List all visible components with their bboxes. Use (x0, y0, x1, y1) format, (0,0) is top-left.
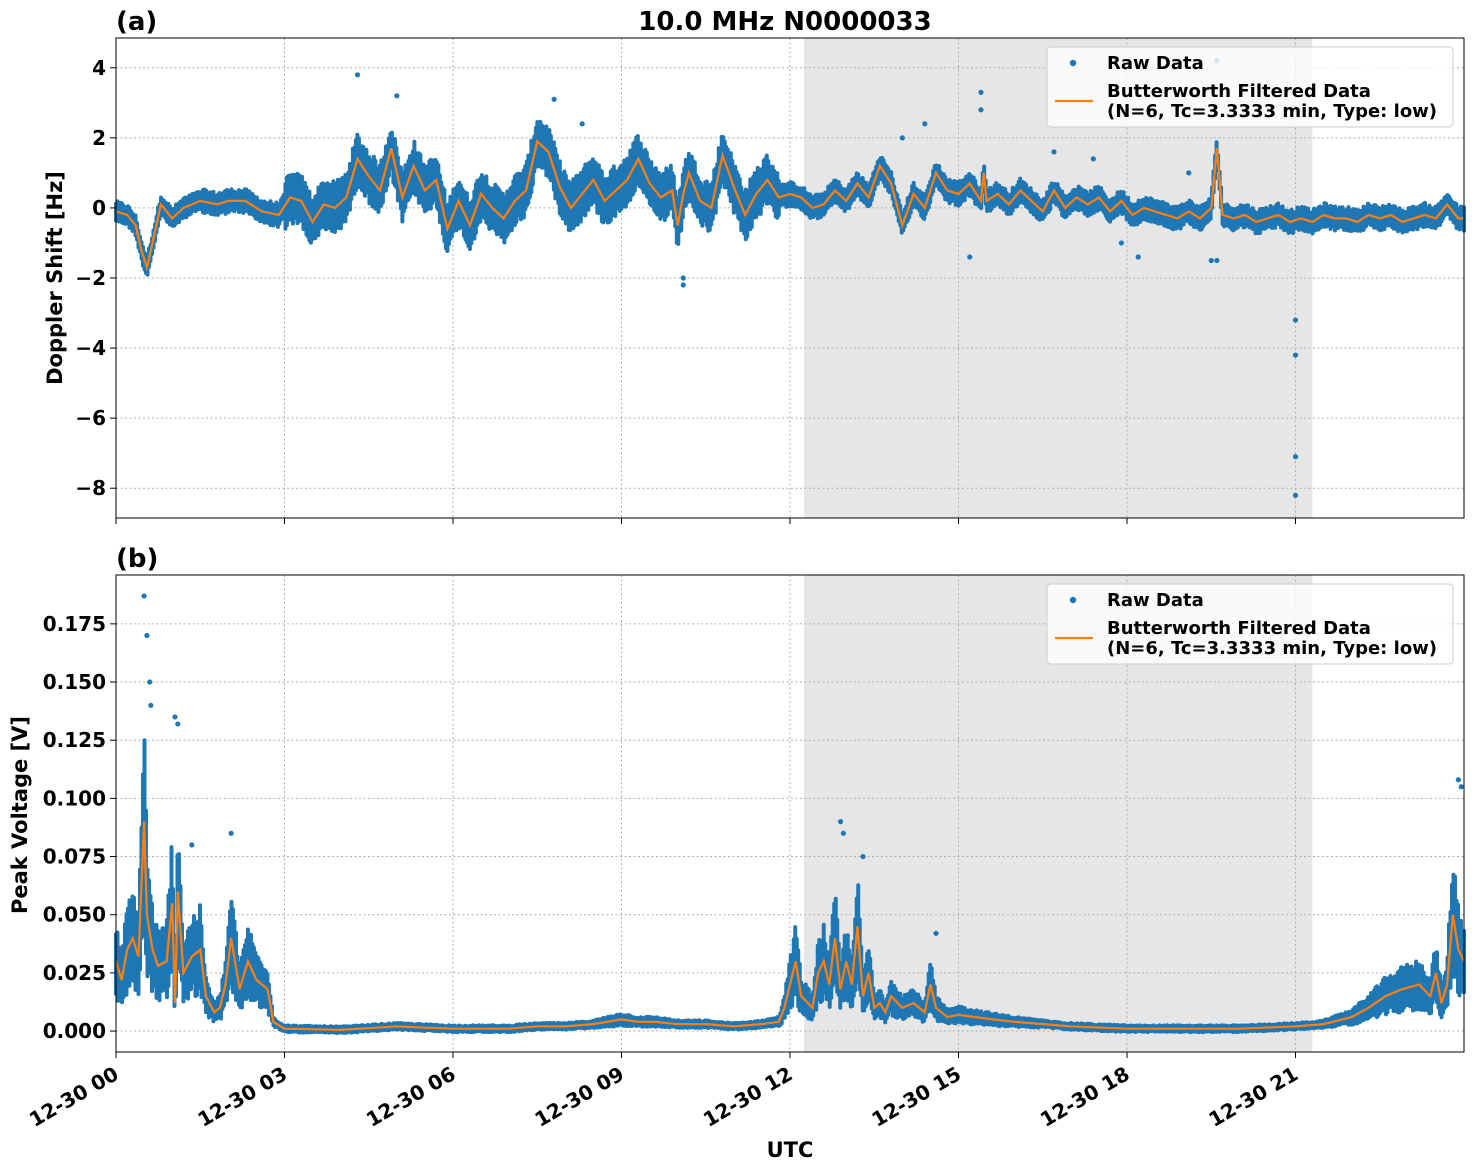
panel-b-raw-point (840, 830, 846, 836)
panel-a-raw-point (978, 107, 984, 113)
panel-a-ytick-label: −6 (75, 406, 106, 430)
panel-a-legend: Raw Data Butterworth Filtered Data (N=6,… (1046, 46, 1454, 128)
panel-a-legend-raw-label: Raw Data (1107, 53, 1204, 74)
panel-b-y-axis-label: Peak Voltage [V] (8, 716, 32, 914)
panel-b-raw-point (1455, 777, 1461, 783)
panel-b-legend-raw-label: Raw Data (1107, 590, 1204, 611)
panel-b-raw-point (228, 830, 234, 836)
panel-a-gridlines (116, 38, 1464, 518)
panel-a-raw-point (1292, 352, 1299, 358)
panel-b-raw-point (147, 679, 153, 685)
panel-a-raw-point (1186, 170, 1192, 176)
panel-a-raw-point (1051, 149, 1057, 155)
x-tick-label: 12-30 15 (867, 1062, 965, 1132)
panel-b-ytick-label: 0.150 (43, 670, 106, 694)
x-tick-label: 12-30 03 (193, 1062, 291, 1132)
panel-a-raw-point (680, 275, 686, 281)
panel-a-raw-point (1292, 317, 1299, 323)
panel-a-raw-point (551, 96, 557, 102)
panel-a-ytick-label: 2 (92, 126, 106, 150)
panel-a-legend-filtered-label-1: Butterworth Filtered Data (1107, 81, 1371, 102)
panel-b-filtered-line (114, 821, 1465, 1032)
panel-a-ytick-label: −8 (75, 476, 106, 500)
panel-a-raw-outliers (354, 58, 1299, 498)
panel-a-ytick-label: 0 (92, 196, 106, 220)
panel-a-raw-point (1135, 254, 1141, 260)
panel-a-legend-filtered-label-2: (N=6, Tc=3.3333 min, Type: low) (1107, 101, 1437, 122)
panel-a-raw-point (354, 72, 361, 78)
panel-a-filtered-line (115, 139, 1464, 272)
x-tick-label: 12-30 12 (699, 1062, 797, 1132)
panel-b-legend-filtered-label-1: Butterworth Filtered Data (1107, 618, 1371, 639)
panel-b-raw-point (933, 930, 939, 936)
panel-b-raw-point (860, 853, 866, 860)
panel-b-label: (b) (116, 544, 158, 574)
x-axis-label: UTC (767, 1138, 814, 1162)
panel-b-raw-point (148, 702, 154, 708)
panel-b: 0.000 0.025 0.050 0.075 0.100 0.125 0.150 0.175… (8, 544, 1466, 1058)
panel-b-legend-filtered-label-2: (N=6, Tc=3.3333 min, Type: low) (1107, 638, 1437, 659)
panel-a-raw-point (1292, 492, 1299, 498)
panel-a-raw-point (922, 121, 928, 127)
panel-a-legend-raw-marker (1069, 59, 1077, 67)
panel-b-legend-raw-marker (1069, 596, 1077, 604)
panel-a-raw-point (1292, 454, 1299, 460)
panel-b-ytick-label: 0.125 (43, 728, 106, 752)
x-tick-labels: 12-30 00 12-30 03 12-30 06 12-30 09 12-30 12… (25, 1062, 1302, 1132)
x-tick-label: 12-30 21 (1204, 1062, 1302, 1132)
panel-a-raw-point (967, 254, 973, 260)
panel-b-legend-box (1046, 583, 1454, 665)
panel-a-ytick-label: −4 (75, 336, 106, 360)
panel-b-raw-point (837, 819, 844, 825)
panel-b-raw-point (189, 842, 195, 848)
panel-b-x-ticks (115, 1052, 1296, 1058)
panel-a-x-ticks (115, 518, 1296, 524)
panel-a-raw-point (1090, 156, 1096, 162)
panel-a-ytick-label: 4 (92, 56, 106, 80)
panel-b-ytick-label: 0.050 (43, 903, 106, 927)
panel-b-raw-point (175, 721, 181, 727)
panel-b-ytick-label: 0.100 (43, 786, 106, 810)
panel-b-ytick-label: 0.025 (43, 961, 106, 985)
panel-a-raw-point (579, 121, 585, 127)
panel-b-raw-point (172, 714, 178, 720)
panel-a-label: (a) (116, 7, 157, 37)
panel-b-ytick-label: 0.075 (43, 845, 106, 869)
figure-title: 10.0 MHz N0000033 (638, 7, 931, 37)
panel-a-y-ticks: 4 2 0 −2 −4 −6 −8 (75, 56, 116, 500)
panel-a-y-axis-label: Doppler Shift [Hz] (43, 171, 67, 385)
panel-b-ytick-label: 0.000 (43, 1019, 106, 1043)
x-tick-label: 12-30 18 (1036, 1062, 1134, 1132)
panel-a-raw-point (978, 89, 984, 95)
panel-a-raw-point (899, 135, 905, 141)
panel-b-raw-point (1458, 784, 1464, 790)
panel-b-raw-point (141, 593, 147, 599)
panel-a-raw-point (1118, 240, 1124, 246)
x-tick-label: 12-30 09 (530, 1062, 628, 1132)
x-tick-label: 12-30 00 (25, 1062, 123, 1132)
panel-b-legend: Raw Data Butterworth Filtered Data (N=6,… (1046, 583, 1454, 665)
panel-a-legend-box (1046, 46, 1454, 128)
panel-a-ytick-label: −2 (75, 266, 106, 290)
panel-a-raw-point (1214, 257, 1220, 264)
panel-b-raw-point (144, 632, 150, 639)
panel-b-y-ticks: 0.000 0.025 0.050 0.075 0.100 0.125 0.150 0.175 (43, 612, 116, 1043)
panel-a-raw-point (680, 282, 686, 288)
panel-a-raw-point (1208, 257, 1214, 264)
panel-b-ytick-label: 0.175 (43, 612, 106, 636)
panel-a-raw-point (394, 93, 400, 99)
x-tick-label: 12-30 06 (362, 1062, 460, 1132)
panel-a: 4 2 0 −2 −4 −6 −8 (a) Doppler Shift [Hz] Raw D… (43, 7, 1466, 524)
panel-b-raw-outliers (141, 593, 1464, 936)
